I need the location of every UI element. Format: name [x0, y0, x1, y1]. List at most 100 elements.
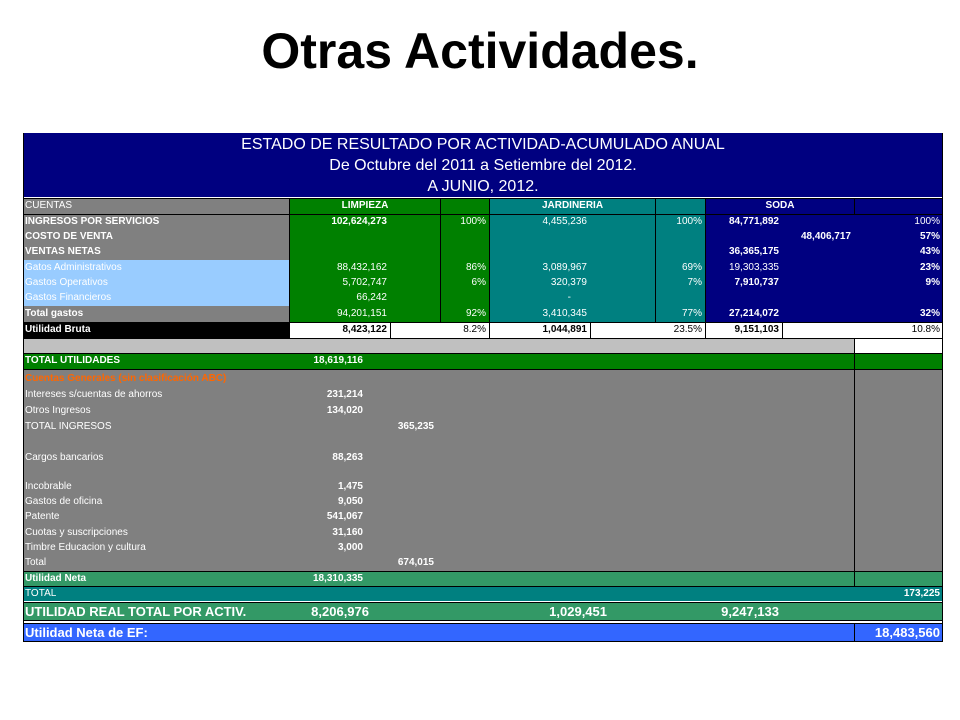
grid-line	[23, 641, 943, 642]
row-label-ingresos: INGRESOS POR SERVICIOS	[25, 216, 160, 227]
cell-utilidad-bruta-limpieza-pct: 8.2%	[391, 323, 489, 338]
row-label-patente: Patente	[25, 511, 60, 522]
grid-line	[655, 198, 656, 323]
row-utilidad-neta	[23, 572, 943, 586]
cell-total-gastos-soda-pct: 32%	[919, 308, 940, 319]
cell-utilidad-bruta-limpieza: 8,423,122	[290, 323, 390, 338]
cell-admin-jardineria: 3,089,967	[542, 262, 588, 273]
col-header-cuentas: CUENTAS	[23, 199, 289, 214]
income-statement-table: ESTADO DE RESULTADO POR ACTIVIDAD-ACUMUL…	[23, 133, 943, 647]
grid-line	[854, 198, 855, 214]
row-label-total: Total	[25, 557, 47, 568]
row-label-utilidad-neta: Utilidad Neta	[25, 573, 87, 584]
row-label-total2: TOTAL	[25, 588, 57, 599]
cell-timbre: 3,000	[337, 542, 363, 553]
cell-total: 674,015	[397, 557, 434, 568]
cell-ventas-soda: 36,365,175	[728, 246, 779, 257]
col-header-limpieza: LIMPIEZA	[290, 199, 440, 214]
grid-line	[23, 623, 943, 624]
slide-title: Otras Actividades.	[261, 23, 699, 79]
grid-line	[23, 353, 943, 354]
grid-line	[23, 369, 943, 370]
cell-ingresos-limpieza-pct: 100%	[460, 216, 486, 227]
cell-costo-soda-pct: 57%	[919, 231, 940, 242]
row-total2	[23, 587, 943, 601]
cell-ventas-soda-pct: 43%	[919, 246, 940, 257]
cell-admin-jardineria-pct: 69%	[681, 262, 702, 273]
cell-intereses: 231,214	[326, 389, 363, 400]
jardineria-pct-header	[656, 199, 705, 214]
cell-costo-soda: 48,406,717	[800, 231, 851, 242]
grid-line	[23, 338, 943, 339]
row-label-cargos: Cargos bancarios	[25, 452, 104, 463]
cell-total-ingresos: 365,235	[397, 421, 434, 432]
cell-neta-ef: 18,483,560	[874, 625, 940, 640]
grid-line	[854, 338, 855, 586]
cell-ingresos-soda: 84,771,892	[728, 216, 779, 227]
grid-line	[23, 602, 943, 603]
cell-total-gastos-limpieza: 94,201,151	[336, 308, 387, 319]
row-label-otros-ingresos: Otros Ingresos	[25, 405, 91, 416]
header-line-2: De Octubre del 2011 a Setiembre del 2012…	[329, 157, 637, 174]
cell-incobrable: 1,475	[337, 481, 363, 492]
col-header-jardineria: JARDINERIA	[490, 199, 655, 214]
cell-patente: 541,067	[326, 511, 363, 522]
row-label-total-gastos: Total gastos	[25, 308, 84, 319]
cell-utilidad-neta: 18,310,335	[312, 573, 363, 584]
cell-real-limpieza: 8,206,976	[311, 604, 369, 619]
cell-otros-ingresos: 134,020	[326, 405, 363, 416]
cell-cuotas: 31,160	[332, 527, 363, 538]
cell-real-jardineria: 1,029,451	[549, 604, 607, 619]
cell-admin-limpieza-pct: 86%	[465, 262, 486, 273]
cell-ingresos-soda-pct: 100%	[914, 216, 940, 227]
cell-ingresos-jardineria: 4,455,236	[542, 216, 588, 227]
row-total-utilidades	[23, 354, 943, 369]
grid-line	[489, 198, 490, 323]
cell-total-gastos-limpieza-pct: 92%	[465, 308, 486, 319]
cell-oficina: 9,050	[337, 496, 363, 507]
cell-cargos: 88,263	[332, 452, 363, 463]
row-label-total-utilidades: TOTAL UTILIDADES	[25, 355, 120, 366]
limpieza-pct-header	[441, 199, 489, 214]
cell-utilidad-bruta-jardineria: 1,044,891	[490, 323, 590, 338]
row-label-costo: COSTO DE VENTA	[25, 231, 113, 242]
table-header	[23, 133, 943, 197]
cell-total-gastos-jardineria: 3,410,345	[542, 308, 588, 319]
cell-operativos-jardineria-pct: 7%	[687, 277, 702, 288]
row-label-cuotas: Cuotas y suscripciones	[25, 527, 128, 538]
row-label-utilidad-bruta: Utilidad Bruta	[25, 324, 91, 335]
cell-operativos-limpieza: 5,702,747	[342, 277, 388, 288]
cell-admin-limpieza: 88,432,162	[336, 262, 387, 273]
soda-pct-header	[855, 199, 943, 214]
cell-operativos-jardineria: 320,379	[550, 277, 587, 288]
grid-line	[854, 623, 855, 641]
header-line-1: ESTADO DE RESULTADO POR ACTIVIDAD-ACUMUL…	[241, 136, 725, 153]
row-label-admin: Gatos Administrativos	[25, 262, 122, 273]
cell-utilidad-bruta-jardineria-pct: 23.5%	[591, 323, 705, 338]
cell-total-gastos-soda: 27,214,072	[728, 308, 779, 319]
grid-line	[23, 198, 943, 199]
grid-line	[23, 133, 24, 642]
row-label-operativos: Gastos Operativos	[25, 277, 108, 288]
row-label-neta-ef: Utilidad Neta de EF:	[25, 625, 148, 640]
grid-line	[23, 571, 943, 572]
grid-line	[289, 198, 290, 323]
cell-utilidad-bruta-soda-pct: 10.8%	[783, 323, 943, 338]
row-label-utilidad-real: UTILIDAD REAL TOTAL POR ACTIV.	[25, 604, 247, 619]
grid-line	[440, 198, 441, 323]
cell-utilidad-bruta-soda: 9,151,103	[706, 323, 782, 338]
row-utilidad-real	[23, 603, 943, 620]
cell-operativos-limpieza-pct: 6%	[471, 277, 486, 288]
header-line-3: A JUNIO, 2012.	[427, 178, 539, 195]
grid-line	[23, 586, 943, 587]
cell-financieros-limpieza: 66,242	[356, 292, 387, 303]
cell-real-soda: 9,247,133	[721, 604, 779, 619]
cell-operativos-soda-pct: 9%	[925, 277, 940, 288]
row-neta-ef	[23, 624, 943, 641]
cell-ingresos-jardineria-pct: 100%	[676, 216, 702, 227]
cell-total2: 173,225	[903, 588, 940, 599]
cell-total-gastos-jardineria-pct: 77%	[681, 308, 702, 319]
cell-operativos-soda: 7,910,737	[734, 277, 780, 288]
cell-total-utilidades: 18,619,116	[313, 355, 364, 366]
row-label-oficina: Gastos de oficina	[25, 496, 103, 507]
